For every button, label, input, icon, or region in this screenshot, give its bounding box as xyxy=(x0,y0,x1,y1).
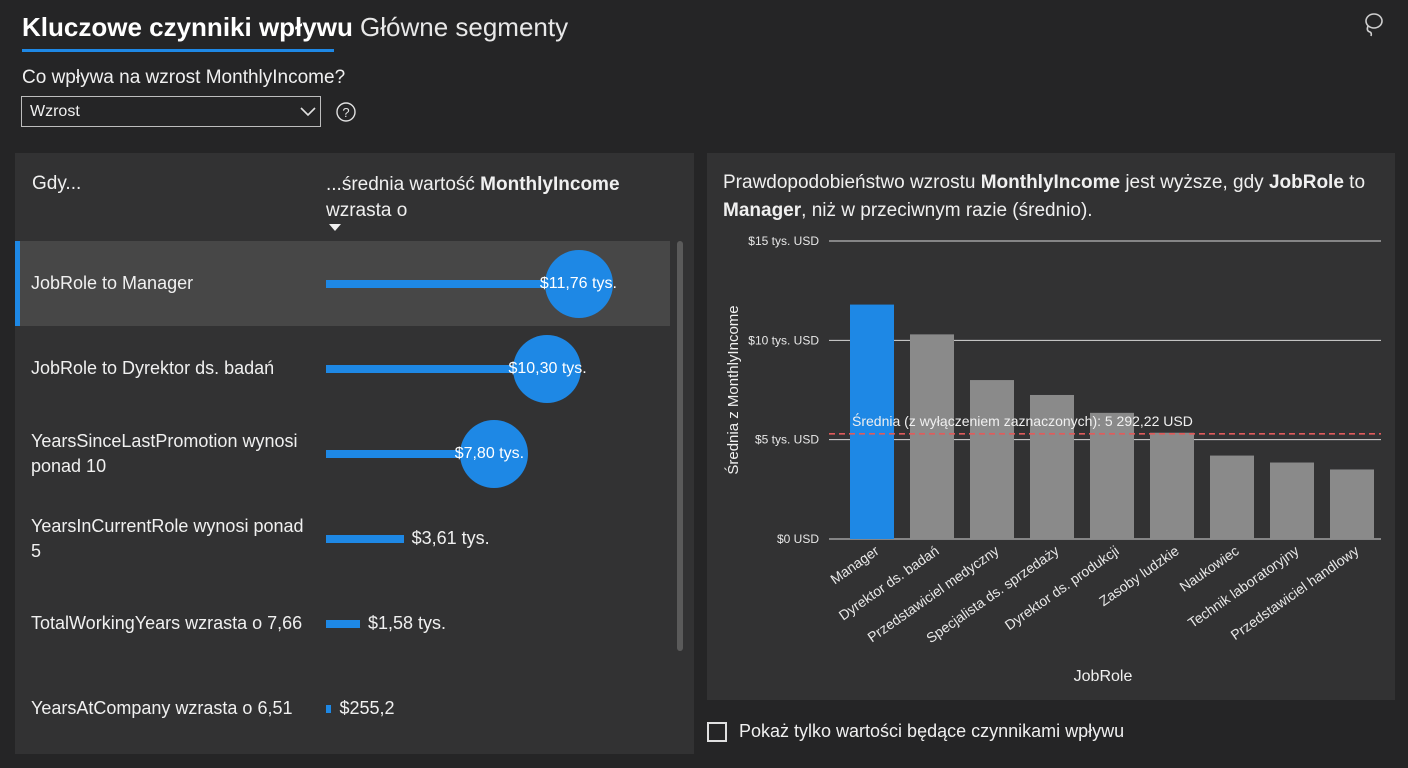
question-label: Co wpływa na wzrost MonthlyIncome? xyxy=(22,67,346,88)
x-tick-label: Manager xyxy=(827,542,882,587)
scrollbar[interactable] xyxy=(677,241,683,651)
bar[interactable] xyxy=(1090,412,1134,539)
influencer-label: JobRole to Dyrektor ds. badań xyxy=(31,358,275,378)
y-tick-label: $15 tys. USD xyxy=(748,234,819,248)
bar[interactable] xyxy=(1150,432,1194,539)
y-tick-label: $0 USD xyxy=(777,532,819,546)
influencers-panel: Gdy... ...średnia wartość MonthlyIncome … xyxy=(15,153,694,754)
column-header-when: Gdy... xyxy=(32,173,82,194)
influencer-label: YearsSinceLastPromotion wynosi ponad 10 xyxy=(31,430,298,476)
x-tick-label: Technik laboratoryjny xyxy=(1185,542,1302,631)
header-avg-pre: ...średnia wartość xyxy=(326,174,481,195)
dropdown-selected-value: Wzrost xyxy=(30,103,80,120)
influencer-row[interactable]: YearsInCurrentRole wynosi ponad 5 $3,61 t… xyxy=(15,496,670,581)
title-part: Manager xyxy=(723,200,802,221)
jobrole-bar-chart: $0 USD $5 tys. USD $10 tys. USD $15 tys. US… xyxy=(724,234,1381,685)
influence-bubble xyxy=(459,420,528,488)
x-tick-label: Dyrektor ds. produkcji xyxy=(1002,542,1122,633)
influence-value: $3,61 tys. xyxy=(411,528,490,548)
header-avg-post: wzrasta o xyxy=(326,200,408,221)
detail-title: Prawdopodobieństwo wzrostu MonthlyIncome… xyxy=(723,169,1383,225)
influencer-label: JobRole to Manager xyxy=(31,273,194,293)
influence-value: $1,58 tys. xyxy=(367,613,447,633)
influencer-bar xyxy=(326,620,360,628)
checkbox-label: Pokaż tylko wartości będące czynnikami w… xyxy=(739,721,1125,741)
increase-decrease-dropdown[interactable]: Wzrost xyxy=(21,96,321,127)
header-avg-measure: MonthlyIncome xyxy=(480,174,620,195)
title-part: MonthlyIncome xyxy=(980,172,1121,193)
active-tab-indicator xyxy=(22,49,334,52)
bar[interactable] xyxy=(1330,469,1374,539)
tab-key-influencers[interactable]: Kluczowe czynniki wpływu xyxy=(22,12,353,42)
title-part: Prawdopodobieństwo wzrostu xyxy=(723,172,981,193)
sort-descending-icon[interactable] xyxy=(329,224,341,231)
average-label: Średnia (z wyłączeniem zaznaczonych): 5 … xyxy=(852,412,1193,429)
x-tick-label: Dyrektor ds. badań xyxy=(836,542,942,623)
y-tick-label: $5 tys. USD xyxy=(755,433,819,447)
selected-row-indicator xyxy=(15,241,20,326)
influencer-row[interactable]: JobRole to Manager $11,76 tys. xyxy=(15,241,670,326)
detail-panel: Prawdopodobieństwo wzrostu MonthlyIncome… xyxy=(707,153,1395,700)
influence-value: $255,2 xyxy=(339,698,395,718)
svg-text:?: ? xyxy=(342,105,349,120)
bar[interactable] xyxy=(970,380,1014,539)
tab-top-segments[interactable]: Główne segmenty xyxy=(360,12,569,42)
influencer-bar xyxy=(326,280,579,288)
influencer-bar xyxy=(326,705,332,713)
lasso-icon[interactable] xyxy=(1362,12,1384,38)
bar[interactable] xyxy=(1210,455,1254,539)
bar[interactable] xyxy=(1270,462,1314,539)
influencer-label: YearsAtCompany wzrasta o 6,51 xyxy=(31,698,293,718)
influencer-bar xyxy=(326,365,548,373)
influencer-row[interactable]: JobRole to Dyrektor ds. badań $10,30 tys. xyxy=(15,326,670,411)
title-part: to xyxy=(1343,172,1366,193)
title-part: JobRole xyxy=(1268,172,1344,193)
bar[interactable] xyxy=(850,304,894,539)
y-axis-label: Średnia z MonthlyIncome xyxy=(724,305,742,474)
bar[interactable] xyxy=(1030,394,1074,539)
influencer-bar xyxy=(326,535,404,543)
column-header-average[interactable]: ...średnia wartość MonthlyIncome wzrasta… xyxy=(326,172,646,224)
influence-value: $7,80 tys. xyxy=(454,445,525,462)
show-only-influencers-checkbox[interactable] xyxy=(707,722,727,742)
influencer-label: YearsInCurrentRole wynosi ponad 5 xyxy=(31,515,304,561)
influencer-bar xyxy=(326,450,494,458)
bar[interactable] xyxy=(910,334,954,539)
influencer-row[interactable]: YearsSinceLastPromotion wynosi ponad 10 $… xyxy=(15,411,670,496)
title-part: jest wyższe, gdy xyxy=(1120,172,1269,193)
help-circle-icon[interactable]: ? xyxy=(336,102,356,122)
chevron-down-icon xyxy=(300,107,316,117)
title-part: , niż w przeciwnym razie (średnio). xyxy=(801,200,1093,221)
influencer-row[interactable]: TotalWorkingYears wzrasta o 7,66 $1,58 ty… xyxy=(15,581,670,666)
influence-bubble xyxy=(513,335,582,403)
influence-bubble xyxy=(544,250,613,318)
influencer-label: TotalWorkingYears wzrasta o 7,66 xyxy=(31,613,303,633)
influence-value: $11,76 tys. xyxy=(539,275,617,292)
x-axis-label: JobRole xyxy=(1074,668,1133,685)
influence-value: $10,30 tys. xyxy=(508,360,587,377)
y-tick-label: $10 tys. USD xyxy=(748,333,819,347)
influencer-row[interactable]: YearsAtCompany wzrasta o 6,51 $255,2 xyxy=(15,666,670,751)
